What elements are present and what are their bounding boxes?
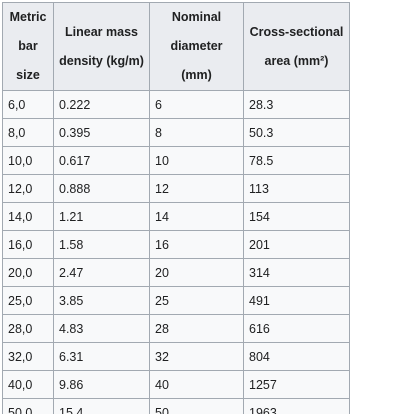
table-row: 16,0 1.58 16 201: [2, 230, 350, 259]
cell-linear-mass: 0.888: [53, 174, 150, 203]
cell-linear-mass: 1.58: [53, 230, 150, 259]
table-header-row: Metric bar size Linear mass density (kg/m)…: [2, 2, 350, 91]
cell-bar-size: 25,0: [2, 286, 54, 315]
cell-linear-mass: 4.83: [53, 314, 150, 343]
table-row: 28,0 4.83 28 616: [2, 314, 350, 343]
cell-linear-mass: 15.4: [53, 398, 150, 414]
table-row: 20,0 2.47 20 314: [2, 258, 350, 287]
cell-area: 78.5: [243, 146, 350, 175]
table-row: 32,0 6.31 32 804: [2, 342, 350, 371]
cell-area: 154: [243, 202, 350, 231]
header-nominal-diameter: Nominal diameter (mm): [149, 2, 244, 91]
cell-diameter: 50: [149, 398, 244, 414]
cell-area: 1963: [243, 398, 350, 414]
cell-area: 491: [243, 286, 350, 315]
cell-diameter: 14: [149, 202, 244, 231]
cell-area: 113: [243, 174, 350, 203]
cell-diameter: 20: [149, 258, 244, 287]
cell-diameter: 6: [149, 90, 244, 119]
cell-bar-size: 16,0: [2, 230, 54, 259]
cell-diameter: 16: [149, 230, 244, 259]
table-row: 10,0 0.617 10 78.5: [2, 146, 350, 175]
cell-linear-mass: 6.31: [53, 342, 150, 371]
cell-bar-size: 50,0: [2, 398, 54, 414]
cell-bar-size: 12,0: [2, 174, 54, 203]
cell-bar-size: 28,0: [2, 314, 54, 343]
cell-area: 28.3: [243, 90, 350, 119]
cell-linear-mass: 0.222: [53, 90, 150, 119]
table-row: 50,0 15.4 50 1963: [2, 398, 350, 414]
header-linear-mass-density: Linear mass density (kg/m): [53, 2, 150, 91]
cell-diameter: 40: [149, 370, 244, 399]
cell-bar-size: 14,0: [2, 202, 54, 231]
cell-linear-mass: 0.617: [53, 146, 150, 175]
cell-area: 314: [243, 258, 350, 287]
cell-diameter: 25: [149, 286, 244, 315]
table-row: 40,0 9.86 40 1257: [2, 370, 350, 399]
cell-bar-size: 32,0: [2, 342, 54, 371]
cell-area: 804: [243, 342, 350, 371]
rebar-sizes-table: Metric bar size Linear mass density (kg/m)…: [2, 2, 350, 414]
cell-linear-mass: 1.21: [53, 202, 150, 231]
cell-bar-size: 8,0: [2, 118, 54, 147]
cell-diameter: 8: [149, 118, 244, 147]
cell-linear-mass: 2.47: [53, 258, 150, 287]
cell-area: 1257: [243, 370, 350, 399]
cell-bar-size: 10,0: [2, 146, 54, 175]
cell-linear-mass: 0.395: [53, 118, 150, 147]
cell-linear-mass: 3.85: [53, 286, 150, 315]
table-row: 6,0 0.222 6 28.3: [2, 90, 350, 119]
cell-bar-size: 40,0: [2, 370, 54, 399]
table-row: 14,0 1.21 14 154: [2, 202, 350, 231]
table-row: 25,0 3.85 25 491: [2, 286, 350, 315]
cell-bar-size: 6,0: [2, 90, 54, 119]
header-metric-bar-size: Metric bar size: [2, 2, 54, 91]
table-row: 12,0 0.888 12 113: [2, 174, 350, 203]
header-cross-sectional-area: Cross-sectional area (mm²): [243, 2, 350, 91]
table-body: 6,0 0.222 6 28.3 8,0 0.395 8 50.3 10,0 0.617 10 78.…: [2, 90, 350, 414]
cell-diameter: 28: [149, 314, 244, 343]
cell-diameter: 32: [149, 342, 244, 371]
cell-bar-size: 20,0: [2, 258, 54, 287]
cell-area: 50.3: [243, 118, 350, 147]
cell-area: 616: [243, 314, 350, 343]
cell-diameter: 12: [149, 174, 244, 203]
cell-area: 201: [243, 230, 350, 259]
cell-diameter: 10: [149, 146, 244, 175]
table-row: 8,0 0.395 8 50.3: [2, 118, 350, 147]
cell-linear-mass: 9.86: [53, 370, 150, 399]
